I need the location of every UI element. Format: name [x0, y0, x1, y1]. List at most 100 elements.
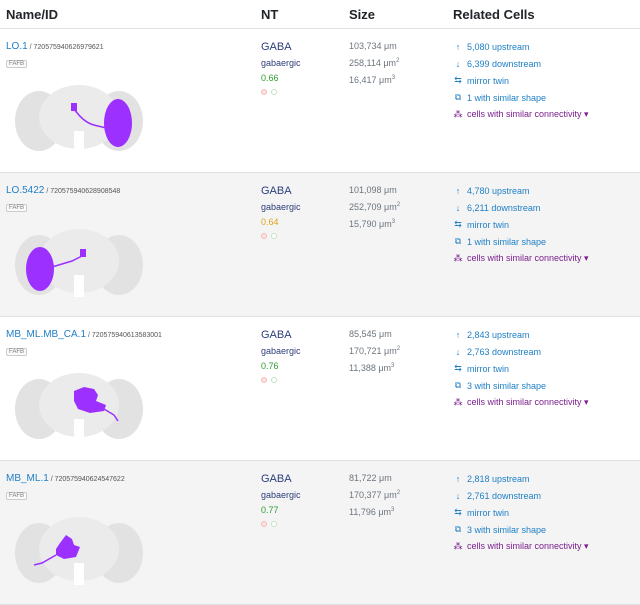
mirror-twin-link[interactable]: ⇆ mirror twin — [454, 75, 509, 86]
nt-cell: GABA gabaergic 0.64 — [254, 173, 342, 316]
area-value: 258,114 μm2 — [349, 58, 400, 68]
copy-icon: ⧉ — [454, 236, 462, 246]
neuron-name-link[interactable]: LO.5422 — [6, 185, 45, 196]
agree-dot-icon[interactable] — [271, 521, 277, 527]
body-id: / 720575940628908548 — [44, 188, 121, 195]
nt-label: gabaergic — [261, 58, 301, 68]
network-icon: ⁂ — [453, 541, 463, 551]
similar-shape-link[interactable]: ⧉ 1 with similar shape — [454, 236, 547, 247]
nt-cell: GABA gabaergic 0.76 — [254, 317, 342, 460]
header-related: Related Cells — [453, 6, 535, 22]
similar-shape-link[interactable]: ⧉ 3 with similar shape — [454, 380, 547, 391]
area-value: 170,721 μm2 — [349, 346, 401, 356]
upstream-link[interactable]: ↑ 5,080 upstream — [453, 38, 640, 55]
nt-type[interactable]: GABA — [261, 41, 292, 53]
disagree-dot-icon[interactable] — [261, 521, 267, 527]
nt-confidence: 0.66 — [261, 73, 279, 83]
upstream-link[interactable]: ↑ 2,843 upstream — [453, 326, 640, 343]
mirror-twin-link[interactable]: ⇆ mirror twin — [454, 507, 509, 518]
header-nt[interactable]: NT — [261, 6, 279, 22]
similar-connectivity-dropdown[interactable]: ⁂ cells with similar connectivity ▾ — [453, 541, 589, 551]
nt-confidence: 0.64 — [261, 217, 279, 227]
neuron-thumbnail[interactable] — [14, 505, 144, 595]
table-row: MB_ML.1 / 720575940624547622 FAFB GABA g… — [0, 461, 640, 605]
nt-label: gabaergic — [261, 346, 301, 356]
agree-dot-icon[interactable] — [271, 89, 277, 95]
downstream-link[interactable]: ↓ 2,763 downstream — [453, 343, 640, 360]
mirror-icon: ⇆ — [454, 75, 462, 85]
brain-thumbnail — [15, 517, 143, 585]
copy-icon: ⧉ — [454, 380, 462, 390]
upstream-link[interactable]: ↑ 2,818 upstream — [453, 470, 640, 487]
size-cell: 81,722 μm 170,377 μm2 11,796 μm3 — [342, 461, 446, 604]
nt-type[interactable]: GABA — [261, 329, 292, 341]
nt-label: gabaergic — [261, 202, 301, 212]
related-cell: ↑ 4,780 upstream ↓ 6,211 downstream ⇆ mirro… — [446, 173, 640, 316]
neuron-name-link[interactable]: MB_ML.1 — [6, 473, 49, 484]
related-cell: ↑ 2,818 upstream ↓ 2,761 downstream ⇆ mirro… — [446, 461, 640, 604]
name-cell: MB_ML.1 / 720575940624547622 FAFB — [0, 461, 254, 604]
nt-confidence: 0.76 — [261, 361, 279, 371]
nt-type[interactable]: GABA — [261, 473, 292, 485]
table-row: LO.1 / 720575940626979621 FAFB GABA gaba… — [0, 29, 640, 173]
dataset-badge: FAFB — [6, 492, 28, 500]
disagree-dot-icon[interactable] — [261, 89, 267, 95]
network-icon: ⁂ — [453, 109, 463, 119]
body-id: / 720575940626979621 — [27, 44, 104, 51]
mirror-icon: ⇆ — [454, 219, 462, 229]
downstream-link[interactable]: ↓ 6,399 downstream — [453, 55, 640, 72]
agree-dot-icon[interactable] — [271, 377, 277, 383]
agree-dot-icon[interactable] — [271, 233, 277, 239]
header-size[interactable]: Size — [349, 6, 376, 22]
area-value: 170,377 μm2 — [349, 490, 401, 500]
arrow-down-icon: ↓ — [455, 346, 461, 357]
brain-thumbnail — [15, 85, 143, 153]
vote-buttons — [261, 89, 342, 95]
upstream-link[interactable]: ↑ 4,780 upstream — [453, 182, 640, 199]
downstream-link[interactable]: ↓ 2,761 downstream — [453, 487, 640, 504]
mirror-twin-link[interactable]: ⇆ mirror twin — [454, 219, 509, 230]
body-id: / 720575940613583001 — [86, 332, 162, 339]
volume-value: 15,790 μm3 — [349, 219, 396, 229]
neuron-name-link[interactable]: LO.1 — [6, 41, 28, 52]
arrow-down-icon: ↓ — [455, 490, 461, 501]
neuron-thumbnail[interactable] — [14, 217, 144, 307]
dataset-badge: FAFB — [6, 60, 28, 68]
copy-icon: ⧉ — [454, 524, 462, 534]
nt-cell: GABA gabaergic 0.77 — [254, 461, 342, 604]
name-cell: LO.5422 / 720575940628908548 FAFB — [0, 173, 254, 316]
volume-value: 11,796 μm3 — [349, 507, 395, 517]
length-value: 81,722 μm — [349, 473, 392, 483]
table-row: LO.5422 / 720575940628908548 FAFB GABA g… — [0, 173, 640, 317]
arrow-up-icon: ↑ — [455, 329, 461, 340]
vote-buttons — [261, 233, 342, 239]
brain-thumbnail — [15, 229, 143, 297]
header-name[interactable]: Name/ID — [6, 6, 59, 22]
arrow-down-icon: ↓ — [455, 202, 461, 213]
volume-value: 16,417 μm3 — [349, 75, 396, 85]
copy-icon: ⧉ — [454, 92, 462, 102]
similar-shape-link[interactable]: ⧉ 1 with similar shape — [454, 92, 547, 103]
arrow-down-icon: ↓ — [455, 58, 461, 69]
nt-type[interactable]: GABA — [261, 185, 292, 197]
network-icon: ⁂ — [453, 397, 463, 407]
vote-buttons — [261, 377, 342, 383]
neuron-thumbnail[interactable] — [14, 361, 144, 451]
dataset-badge: FAFB — [6, 204, 28, 212]
name-cell: MB_ML.MB_CA.1 / 720575940613583001 FAFB — [0, 317, 254, 460]
similar-connectivity-dropdown[interactable]: ⁂ cells with similar connectivity ▾ — [453, 109, 589, 119]
similar-connectivity-dropdown[interactable]: ⁂ cells with similar connectivity ▾ — [453, 253, 589, 263]
downstream-link[interactable]: ↓ 6,211 downstream — [453, 199, 640, 216]
neuron-thumbnail[interactable] — [14, 73, 144, 163]
neuron-name-link[interactable]: MB_ML.MB_CA.1 — [6, 329, 87, 340]
size-cell: 101,098 μm 252,709 μm2 15,790 μm3 — [342, 173, 446, 316]
mirror-twin-link[interactable]: ⇆ mirror twin — [454, 363, 509, 374]
disagree-dot-icon[interactable] — [261, 377, 267, 383]
size-cell: 85,545 μm 170,721 μm2 11,388 μm3 — [342, 317, 446, 460]
similar-shape-link[interactable]: ⧉ 3 with similar shape — [454, 524, 547, 535]
disagree-dot-icon[interactable] — [261, 233, 267, 239]
area-value: 252,709 μm2 — [349, 202, 401, 212]
arrow-up-icon: ↑ — [455, 185, 461, 196]
related-cell: ↑ 5,080 upstream ↓ 6,399 downstream ⇆ mirro… — [446, 29, 640, 172]
similar-connectivity-dropdown[interactable]: ⁂ cells with similar connectivity ▾ — [453, 397, 589, 407]
